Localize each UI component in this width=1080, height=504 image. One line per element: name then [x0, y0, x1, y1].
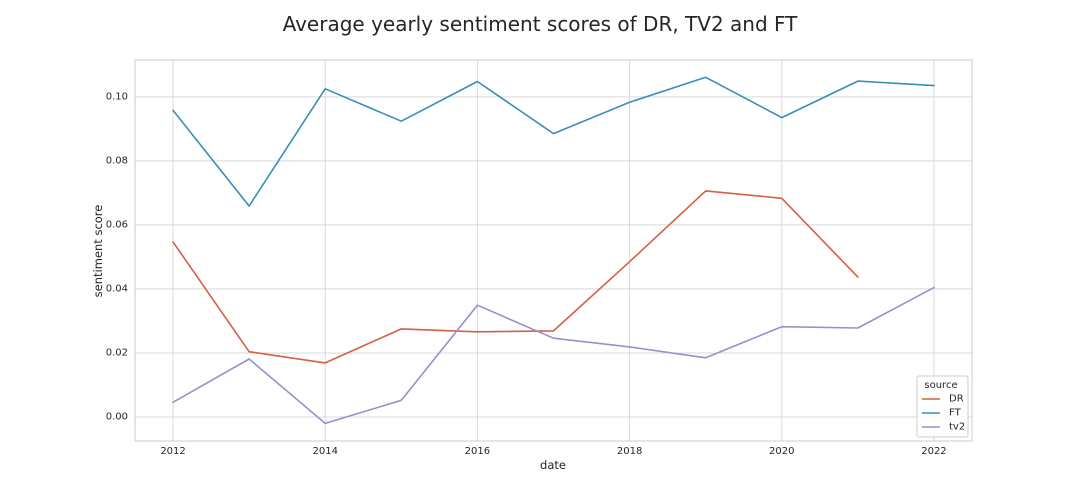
y-tick-label: 0.04: [106, 283, 128, 294]
y-axis-ticks: 0.00 0.02 0.04 0.06 0.08 0.10: [106, 91, 128, 422]
plot-frame: [134, 59, 973, 442]
x-tick-label: 2016: [465, 446, 490, 457]
x-tick-label: 2014: [313, 446, 338, 457]
y-tick-label: 0.10: [106, 91, 128, 102]
series-line-tv2: [172, 286, 935, 425]
legend-label-ft: FT: [949, 408, 962, 419]
x-axis-label: date: [540, 458, 566, 472]
y-tick-label: 0.02: [106, 347, 128, 358]
legend-box: [916, 375, 969, 438]
legend: source DR FT tv2: [916, 375, 969, 438]
y-axis-label: sentiment score: [91, 205, 105, 298]
x-tick-label: 2018: [617, 446, 642, 457]
grid-lines: [135, 60, 972, 441]
x-axis-ticks: 2012 2014 2016 2018 2020 2022: [160, 446, 946, 457]
series-line-ft: [172, 76, 935, 207]
y-tick-label: 0.08: [106, 155, 128, 166]
y-tick-label: 0.06: [106, 219, 128, 230]
series-lines: [172, 76, 935, 425]
series-line-dr: [172, 190, 859, 364]
chart-title: Average yearly sentiment scores of DR, T…: [283, 12, 799, 36]
x-tick-label: 2012: [160, 446, 185, 457]
legend-items: DR FT tv2: [922, 394, 965, 433]
x-tick-label: 2020: [769, 446, 794, 457]
x-tick-label: 2022: [921, 446, 946, 457]
legend-label-tv2: tv2: [949, 422, 965, 433]
y-tick-label: 0.00: [106, 411, 128, 422]
legend-title: source: [924, 380, 957, 391]
legend-label-dr: DR: [949, 394, 964, 405]
